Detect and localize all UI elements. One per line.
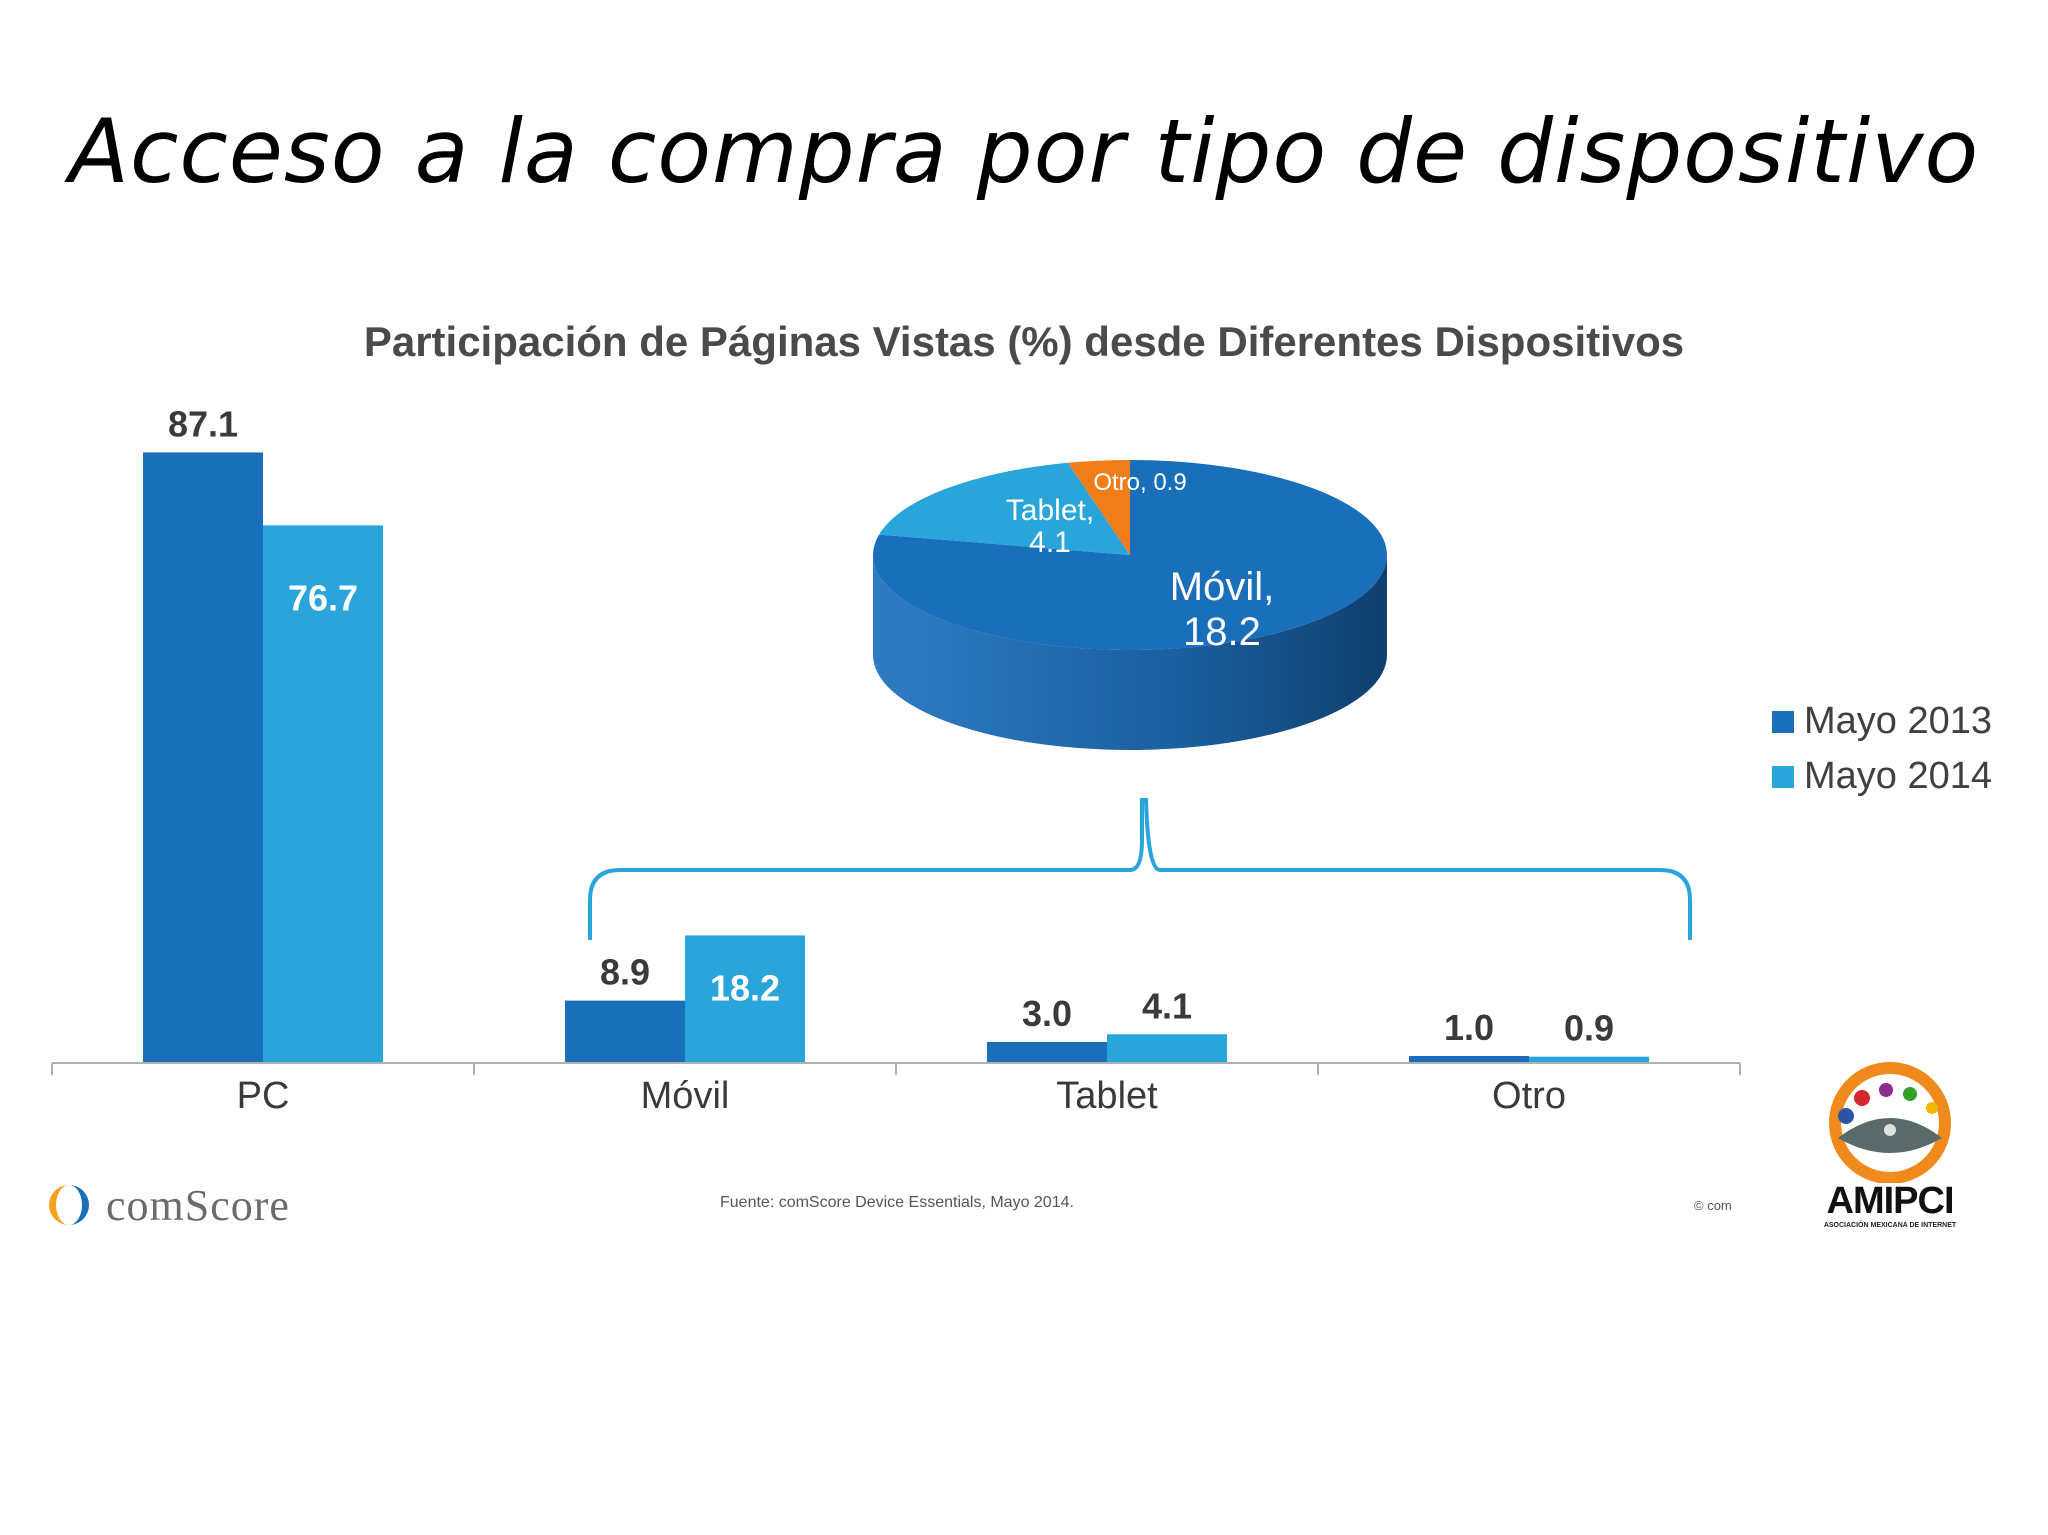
pie-label-movil: Móvil, [1170, 565, 1274, 609]
x-axis-ticks: PC Móvil Tablet Otro [51, 1063, 1741, 1117]
pie-label-otro: Otro, 0.9 [1093, 469, 1186, 496]
chart-title: Participación de Páginas Vistas (%) desd… [363, 318, 1685, 365]
bar-pc-mayo-2014 [263, 525, 383, 1063]
data-label-otro-mayo-2013: 1.0 [1444, 1007, 1494, 1048]
pie-chart: Móvil,18.2 Tablet,4.1 Otro, 0.9 [873, 460, 1387, 750]
pie-label-tablet: Tablet, [1006, 494, 1094, 527]
bar-tablet-mayo-2014 [1107, 1034, 1227, 1063]
x-tick-label-movil: Móvil [641, 1075, 730, 1117]
pie-value-movil: 18.2 [1183, 610, 1261, 654]
data-label-pc-mayo-2014: 76.7 [288, 577, 358, 618]
x-tick-label-tablet: Tablet [1056, 1075, 1158, 1117]
slide-title: Acceso a la compra por tipo de dispositi… [68, 100, 1980, 203]
legend-item-mayo-2014: Mayo 2014 [1772, 755, 1992, 798]
bar-movil-mayo-2014 [685, 935, 805, 1063]
x-tick-label-pc: PC [237, 1075, 290, 1117]
legend-item-mayo-2013: Mayo 2013 [1772, 700, 1992, 743]
bar-chart: 87.1 76.7 8.9 18.2 3.0 4.1 1.0 0.9 [143, 403, 1649, 1064]
data-label-otro-mayo-2014: 0.9 [1564, 1008, 1614, 1049]
bar-otro-mayo-2014 [1529, 1056, 1649, 1063]
legend-swatch-mayo-2014 [1772, 765, 1794, 788]
bar-otro-mayo-2013 [1409, 1055, 1529, 1063]
amipci-wordmark: AMIPCI [1826, 1180, 1955, 1222]
copyright-note: © com [1694, 1198, 1732, 1213]
comscore-wordmark: comScore [106, 1180, 290, 1230]
bar-movil-mayo-2013 [565, 1000, 685, 1063]
bar-tablet-mayo-2013 [987, 1041, 1107, 1063]
data-label-pc-mayo-2013: 87.1 [168, 403, 238, 444]
data-label-movil-mayo-2014: 18.2 [710, 967, 780, 1008]
bracket-connector [588, 798, 1692, 940]
pie-value-tablet: 4.1 [1029, 526, 1071, 559]
data-label-tablet-mayo-2014: 4.1 [1142, 985, 1192, 1026]
source-note: Fuente: comScore Device Essentials, Mayo… [720, 1194, 1074, 1211]
pie-slice-otro [1067, 460, 1130, 555]
legend-label-mayo-2014: Mayo 2014 [1804, 755, 1993, 797]
amipci-tagline: ASOCIACIÓN MEXICANA DE INTERNET [1823, 1222, 1957, 1229]
amipci-logo: AMIPCI ASOCIACIÓN MEXICANA DE INTERNET [1790, 1058, 1990, 1238]
pie-side [873, 555, 1387, 750]
comscore-mark-icon [49, 1185, 89, 1225]
data-label-tablet-mayo-2013: 3.0 [1022, 993, 1072, 1034]
legend-label-mayo-2013: Mayo 2013 [1804, 700, 1993, 742]
legend-swatch-mayo-2013 [1772, 710, 1794, 733]
pie-slice-tablet [879, 462, 1130, 555]
x-tick-label-otro: Otro [1492, 1075, 1566, 1117]
data-label-movil-mayo-2013: 8.9 [600, 952, 650, 993]
comscore-logo: comScore [46, 1178, 290, 1232]
amipci-mark-icon [1829, 1062, 1951, 1184]
bar-pc-mayo-2013 [143, 452, 263, 1064]
